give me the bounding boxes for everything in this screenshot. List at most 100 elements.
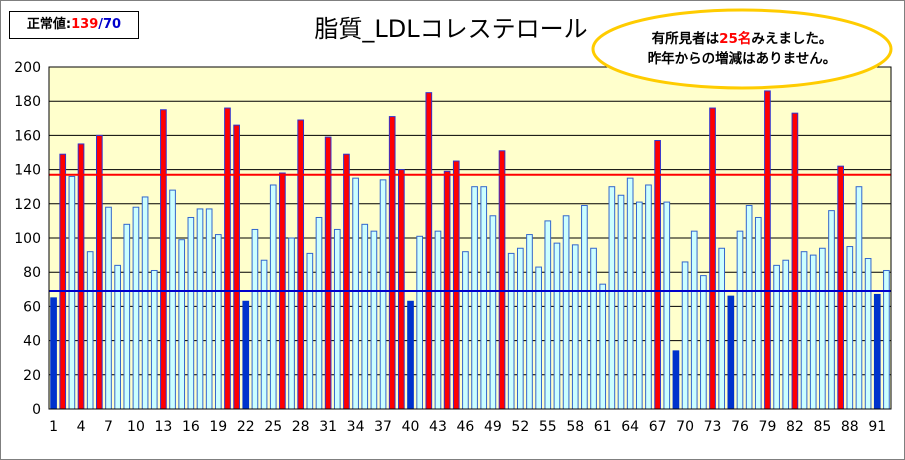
x-tick-label: 49	[484, 419, 502, 435]
bar-normal	[718, 247, 726, 410]
bar-normal	[809, 254, 817, 410]
bar-low	[727, 295, 735, 410]
bar-normal	[114, 264, 121, 410]
x-tick-label: 58	[566, 419, 584, 435]
bar-normal	[626, 177, 634, 410]
bar-normal	[480, 186, 488, 410]
bar-high	[425, 92, 433, 410]
x-tick-label: 7	[104, 419, 113, 435]
bar-normal	[745, 205, 753, 410]
bar-normal	[105, 206, 112, 410]
y-tick-label: 140	[14, 163, 41, 179]
bar-high	[764, 90, 771, 410]
y-tick-label: 40	[23, 334, 41, 350]
x-tick-label: 10	[127, 419, 145, 435]
y-tick-label: 0	[32, 402, 41, 418]
y-tick-label: 160	[14, 128, 41, 144]
x-tick-label: 55	[539, 419, 557, 435]
x-tick-label: 43	[429, 419, 447, 435]
y-tick-label: 80	[23, 265, 41, 281]
x-tick-label: 76	[731, 419, 749, 435]
bar-high	[388, 116, 396, 410]
bar-high	[791, 112, 799, 410]
bar-normal	[663, 201, 671, 410]
bar-normal	[169, 189, 176, 410]
bar-low	[50, 297, 57, 410]
bar-high	[452, 160, 460, 410]
bar-normal	[690, 230, 698, 410]
bar-normal	[617, 194, 625, 410]
note-prefix: 有所見者は	[651, 31, 720, 47]
bar-low	[672, 350, 680, 410]
bar-normal	[68, 175, 76, 410]
bar-normal	[288, 237, 295, 410]
bar-normal	[535, 266, 542, 410]
note-line2: 昨年からの増減はありません。	[647, 51, 837, 67]
bar-low	[407, 300, 414, 410]
note-bubble	[591, 8, 893, 90]
x-tick-label: 25	[264, 419, 282, 435]
bar-normal	[635, 201, 643, 410]
bar-normal	[571, 244, 579, 410]
bar-normal	[471, 186, 478, 410]
normal-range-low: 70	[103, 17, 122, 32]
normal-range-label: 正常値:	[26, 17, 72, 32]
bar-normal	[306, 252, 314, 410]
bar-high	[224, 107, 231, 410]
y-tick-label: 60	[23, 299, 41, 315]
bar-high	[59, 153, 67, 410]
x-tick-label: 79	[759, 419, 777, 435]
bar-normal	[773, 264, 780, 410]
bar-normal	[828, 210, 835, 410]
normal-range-box: 正常値:139/70	[9, 11, 139, 39]
bar-normal	[544, 220, 552, 410]
x-tick-label: 70	[676, 419, 694, 435]
bar-high	[343, 153, 350, 410]
bar-high	[398, 169, 405, 410]
note-text: 有所見者は25名みえました。 昨年からの増減はありません。	[599, 29, 885, 69]
x-tick-label: 16	[182, 419, 200, 435]
bar-high	[77, 143, 85, 410]
bar-normal	[260, 259, 268, 410]
x-tick-label: 52	[511, 419, 529, 435]
x-tick-label: 28	[292, 419, 310, 435]
bar-normal	[782, 259, 790, 410]
x-tick-label: 73	[704, 419, 722, 435]
bar-low	[873, 293, 881, 410]
bar-normal	[178, 239, 186, 410]
x-tick-label: 46	[457, 419, 475, 435]
bar-normal	[251, 228, 259, 410]
bar-normal	[681, 261, 689, 410]
bar-normal	[123, 223, 131, 410]
note-suffix: みえました。	[751, 31, 833, 47]
bar-high	[709, 107, 716, 410]
x-tick-label: 22	[237, 419, 255, 435]
bar-normal	[269, 184, 277, 410]
bar-normal	[352, 177, 359, 410]
chart-title: 脂質_LDLコレステロール	[314, 15, 588, 43]
bar-normal	[86, 251, 94, 410]
bar-normal	[462, 251, 469, 410]
note-count: 25名	[719, 31, 752, 47]
bar-normal	[132, 206, 140, 410]
x-tick-label: 19	[209, 419, 227, 435]
bar-normal	[736, 230, 744, 410]
bar-normal	[434, 230, 442, 410]
bar-normal	[553, 242, 561, 410]
bar-normal	[526, 234, 533, 410]
bar-normal	[379, 179, 387, 410]
x-tick-label: 67	[649, 419, 667, 435]
bar-normal	[562, 215, 570, 410]
x-tick-label: 64	[621, 419, 639, 435]
bar-high	[95, 134, 103, 410]
bar-normal	[855, 186, 863, 410]
x-tick-label: 34	[347, 419, 365, 435]
normal-range-separator: /	[98, 17, 103, 32]
bar-high	[654, 140, 661, 410]
x-tick-label: 61	[594, 419, 612, 435]
bar-normal	[700, 275, 707, 410]
bar-high	[160, 109, 167, 410]
x-tick-label: 31	[319, 419, 337, 435]
bar-normal	[370, 230, 378, 410]
